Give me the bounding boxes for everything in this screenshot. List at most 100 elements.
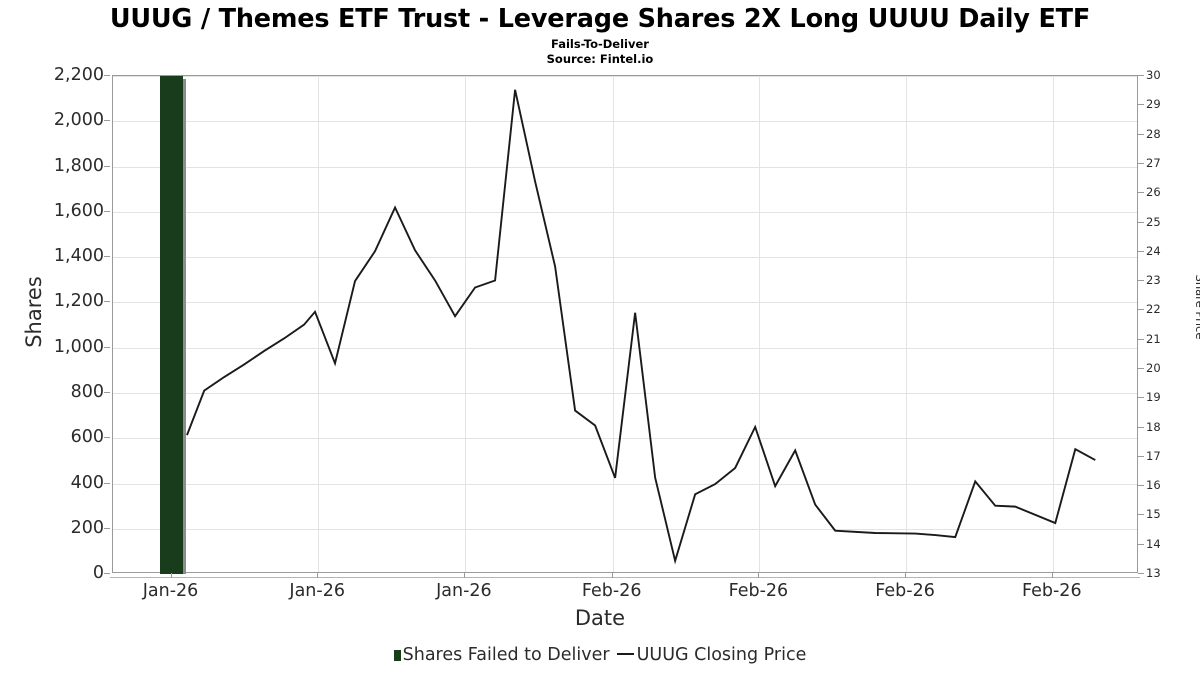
chart-source: Source: Fintel.io bbox=[546, 52, 654, 66]
y-axis-left-tick bbox=[104, 482, 110, 484]
legend-item-bar[interactable]: Shares Failed to Deliver bbox=[393, 645, 610, 665]
y-axis-right-tick bbox=[1138, 338, 1144, 340]
gridline-vertical bbox=[759, 76, 761, 572]
y-axis-right-title: Share Price bbox=[1193, 274, 1200, 340]
gridline-vertical bbox=[906, 76, 908, 572]
y-axis-right-tick bbox=[1138, 514, 1144, 516]
y-axis-right-tick-label: 22 bbox=[1146, 302, 1161, 317]
y-axis-right-tick-label: 23 bbox=[1146, 273, 1161, 288]
y-axis-right-tick bbox=[1138, 280, 1144, 282]
line-series bbox=[186, 89, 1096, 565]
y-axis-right-tick bbox=[1138, 162, 1144, 164]
y-axis-right-tick bbox=[1138, 221, 1144, 223]
y-axis-right-tick-label: 28 bbox=[1146, 126, 1161, 141]
x-axis-tick bbox=[317, 573, 319, 578]
x-axis-labels: Jan-26 Jan-26 Jan-26 Feb-26 Feb-26 Feb-26 Feb-… bbox=[0, 581, 1200, 605]
x-axis-tick-label: Jan-26 bbox=[436, 581, 492, 601]
y-axis-right-tick-label: 18 bbox=[1146, 419, 1161, 434]
y-axis-right-tick bbox=[1138, 367, 1144, 369]
legend-label-bar: Shares Failed to Deliver bbox=[402, 645, 610, 665]
legend-swatch-icon bbox=[393, 650, 401, 661]
y-axis-left-tick-label: 1,600 bbox=[53, 200, 104, 221]
y-axis-left-tick bbox=[104, 391, 110, 393]
gridline-vertical bbox=[612, 76, 614, 572]
gridline-horizontal bbox=[113, 211, 1137, 213]
y-axis-right-tick bbox=[1138, 426, 1144, 428]
y-axis-left-tick bbox=[104, 165, 110, 167]
y-axis-left-tick bbox=[104, 573, 110, 574]
x-axis-tick bbox=[170, 573, 172, 578]
x-axis-tick-label: Feb-26 bbox=[1022, 581, 1082, 601]
y-axis-right-tick bbox=[1138, 250, 1144, 252]
gridline-vertical bbox=[318, 76, 320, 572]
y-axis-left-tick-label: 1,800 bbox=[53, 155, 104, 176]
y-axis-left-tick-label: 800 bbox=[70, 381, 104, 402]
gridline-horizontal bbox=[113, 302, 1137, 304]
y-axis-right-tick bbox=[1138, 397, 1144, 399]
y-axis-left-tick bbox=[104, 256, 110, 258]
y-axis-right-tick bbox=[1138, 133, 1144, 135]
legend-line-icon bbox=[616, 653, 634, 655]
y-axis-right-tick-label: 30 bbox=[1146, 68, 1161, 82]
gridline-horizontal bbox=[113, 76, 1137, 77]
y-axis-right-tick bbox=[1138, 543, 1144, 545]
y-axis-left-tick bbox=[104, 210, 110, 212]
y-axis-right-tick-label: 16 bbox=[1146, 478, 1161, 493]
y-axis-left-tick-label: 0 bbox=[92, 563, 104, 583]
y-axis-left-tick-label: 200 bbox=[70, 517, 104, 538]
y-axis-left-labels: 0 200 400 600 800 1,000 1,200 1,400 1,600 1,800 2,… bbox=[0, 65, 104, 583]
x-axis-tick-label: Feb-26 bbox=[581, 581, 642, 601]
y-axis-right-tick-label: 17 bbox=[1146, 448, 1161, 463]
gridline-horizontal bbox=[113, 347, 1137, 349]
y-axis-left-tick bbox=[104, 75, 110, 76]
y-axis-right-tick-label: 26 bbox=[1146, 185, 1161, 200]
y-axis-right-tick-label: 13 bbox=[1146, 566, 1161, 580]
y-axis-right-tick bbox=[1138, 455, 1144, 457]
y-axis-left-tick-label: 2,200 bbox=[53, 65, 104, 85]
y-axis-right-tick bbox=[1138, 75, 1144, 76]
y-axis-left-tick-label: 400 bbox=[70, 472, 104, 493]
closing-price-line bbox=[186, 89, 1096, 565]
y-axis-right-tick bbox=[1138, 573, 1144, 574]
gridline-horizontal bbox=[113, 438, 1137, 440]
y-axis-left-tick bbox=[104, 120, 110, 122]
y-axis-right-tick-label: 19 bbox=[1146, 390, 1161, 405]
legend-item-line[interactable]: UUUG Closing Price bbox=[610, 645, 807, 665]
plot-area bbox=[112, 75, 1138, 574]
x-axis-tick bbox=[463, 573, 465, 578]
y-axis-left-tick-label: 1,400 bbox=[53, 246, 104, 267]
y-axis-left-tick bbox=[104, 437, 110, 439]
x-axis-tick-label: Feb-26 bbox=[875, 581, 935, 601]
x-axis-title: Date bbox=[574, 606, 626, 630]
chart-legend: Shares Failed to Deliver UUUG Closing Pri… bbox=[0, 645, 1200, 665]
x-axis-tick bbox=[1051, 573, 1053, 578]
y-axis-left-tick bbox=[104, 527, 110, 529]
y-axis-right-tick-label: 15 bbox=[1146, 507, 1161, 522]
x-axis-tick-label: Feb-26 bbox=[728, 581, 789, 601]
y-axis-left-title: Shares bbox=[22, 276, 46, 348]
y-axis-left-tick-label: 1,200 bbox=[53, 291, 104, 312]
y-axis-right-tick bbox=[1138, 309, 1144, 311]
x-axis-tick-label: Jan-26 bbox=[142, 581, 199, 601]
y-axis-right-tick-label: 25 bbox=[1146, 214, 1161, 229]
y-axis-right-tick bbox=[1138, 485, 1144, 487]
x-axis-tick bbox=[611, 573, 613, 578]
y-axis-left-tick-label: 600 bbox=[70, 427, 104, 448]
gridline-horizontal bbox=[113, 528, 1137, 530]
gridline-horizontal bbox=[113, 257, 1137, 259]
y-axis-right-tick bbox=[1138, 192, 1144, 194]
y-axis-right-tick bbox=[1138, 104, 1144, 106]
y-axis-left-tick-label: 1,000 bbox=[53, 336, 104, 357]
y-axis-right-tick-label: 29 bbox=[1146, 97, 1161, 112]
chart-subtitle: Fails-To-Deliver bbox=[551, 37, 649, 51]
gridline-vertical bbox=[1052, 76, 1054, 572]
gridline-horizontal bbox=[113, 121, 1137, 123]
x-axis-line bbox=[110, 577, 1140, 578]
chart-title: UUUG / Themes ETF Trust - Leverage Share… bbox=[109, 4, 1091, 34]
y-axis-right-labels: 13 14 15 16 17 18 19 20 21 22 23 24 25 26 27 28 29 30 bbox=[1146, 68, 1186, 580]
legend-label-line: UUUG Closing Price bbox=[636, 645, 807, 665]
bar[interactable] bbox=[160, 76, 183, 574]
x-axis-tick bbox=[905, 573, 907, 578]
y-axis-left-tick bbox=[104, 301, 110, 303]
